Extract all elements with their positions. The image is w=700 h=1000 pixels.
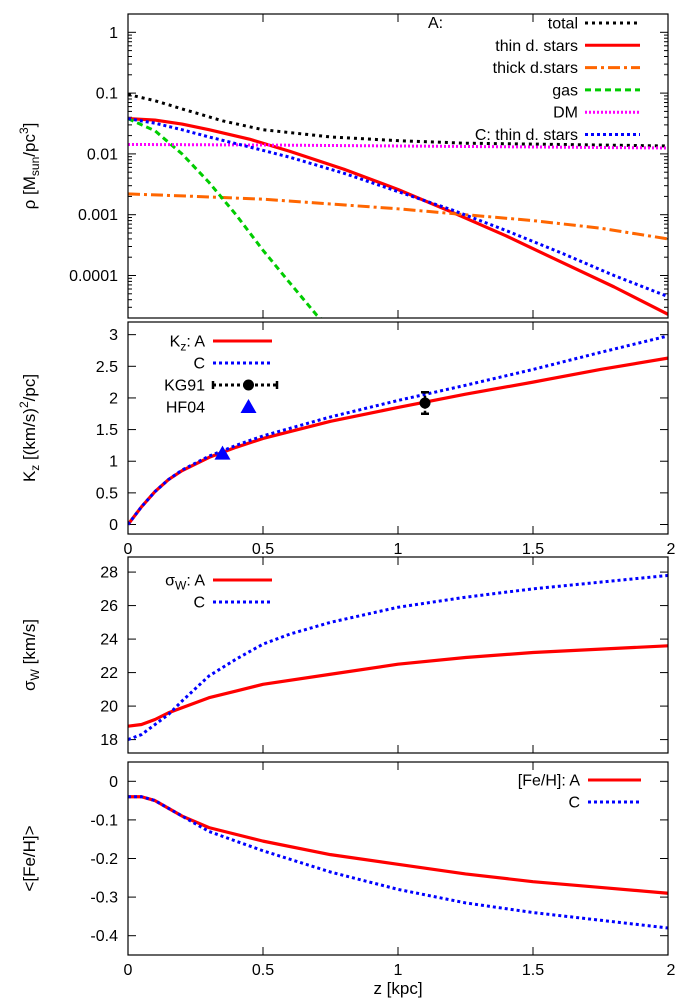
legend: σW​: A C	[165, 573, 272, 612]
series-line-c	[128, 334, 668, 526]
series-line-a	[128, 356, 668, 526]
y-tick-label: 26	[100, 598, 118, 615]
plot-frame	[127, 761, 669, 956]
legend: Kz​: A C KG91 HF04	[164, 334, 279, 417]
y-tick-label: 22	[100, 665, 118, 682]
y-tick-label: 18	[100, 732, 118, 749]
legend-label: thick d.stars	[493, 60, 578, 77]
legend-label: σW​: A	[165, 573, 205, 593]
y-tick-label: 2.5	[96, 359, 118, 376]
y-axis-label: Kz​ [(km/s)2​/pc]	[17, 374, 42, 482]
y-tick-label: 3	[109, 327, 118, 344]
plot-frame	[127, 13, 669, 319]
y-tick-label: -0.2	[90, 851, 118, 868]
legend-label: DM	[553, 105, 578, 122]
legend-prefix: A:	[428, 15, 443, 32]
x-tick-label: 1	[394, 962, 403, 979]
y-tick-label: 0.0001	[69, 268, 118, 285]
legend-label: C	[568, 795, 580, 812]
y-tick-label: 0	[109, 517, 118, 534]
legend: [Fe/H]: A C	[518, 773, 641, 812]
legend-label: HF04	[166, 400, 205, 417]
y-tick-label: -0.4	[90, 928, 118, 945]
y-tick-label: 0.5	[96, 485, 118, 502]
series-line-c	[128, 795, 668, 930]
y-axis-label: <[Fe/H]>	[20, 825, 39, 891]
y-tick-label: 0.1	[96, 86, 118, 103]
plot-frame	[127, 556, 669, 754]
panel-4: 0 -0.1 -0.2 -0.3 -0.4 0 0.5 1 1.5 2 <[Fe/H]> z [kpc…	[20, 761, 676, 998]
legend-label: total	[548, 16, 578, 33]
x-tick-label: 1	[394, 541, 403, 558]
legend-label: Kz​: A	[170, 334, 206, 354]
y-tick-label: 20	[100, 699, 118, 716]
series-line-a	[128, 644, 668, 728]
x-tick-label: 1.5	[522, 962, 544, 979]
legend-marker	[243, 379, 254, 391]
y-tick-label: 0	[109, 774, 118, 791]
y-tick-label: 1	[109, 454, 118, 471]
point-kg91	[419, 397, 431, 409]
y-tick-label: 1	[109, 25, 118, 42]
panel-1: 1 0.1 0.01 0.001 0.0001 ρ [Msun​/pc3​] A: total…	[17, 13, 669, 319]
y-tick-label: 28	[100, 565, 118, 582]
legend-label: C	[193, 356, 205, 373]
panel-3: 18 20 22 24 26 28 σW​ [km/s] σW​: A C	[20, 556, 669, 754]
y-tick-label: 2	[109, 390, 118, 407]
y-axis-label: σW​ [km/s]	[20, 619, 42, 691]
legend-label: C	[193, 595, 205, 612]
plot-frame	[127, 321, 669, 535]
y-tick-label: 0.001	[78, 207, 118, 224]
series-line-gas	[128, 117, 323, 318]
legend-marker	[240, 399, 257, 413]
y-tick-label: 1.5	[96, 422, 118, 439]
series-line-c-thin-d-stars	[128, 117, 668, 298]
point-hf04	[214, 445, 231, 460]
y-tick-label: 24	[100, 632, 118, 649]
x-tick-label: 0	[124, 962, 133, 979]
legend-label: thin d. stars	[495, 38, 578, 55]
x-tick-label: 0.5	[252, 962, 274, 979]
y-tick-label: -0.1	[90, 812, 118, 829]
y-axis-label: ρ [Msun​/pc3​]	[17, 123, 42, 210]
y-tick-label: 0.01	[87, 146, 118, 163]
series-line--fe-h-a	[128, 795, 668, 895]
series-line-thick-d-stars	[128, 192, 668, 241]
x-tick-label: 2	[667, 962, 676, 979]
legend-label: C: thin d. stars	[475, 127, 578, 144]
legend-label: gas	[552, 82, 578, 99]
x-axis-label: z [kpc]	[373, 979, 422, 998]
legend: A: total thin d. stars thick d.stars gas DM C:…	[428, 15, 640, 144]
x-tick-label: 0	[124, 541, 133, 558]
y-tick-label: -0.3	[90, 890, 118, 907]
legend-label: [Fe/H]: A	[518, 773, 581, 790]
series-line-c	[128, 573, 668, 742]
x-tick-label: 0.5	[252, 541, 274, 558]
series-line-thin-d-stars	[128, 117, 668, 316]
x-tick-label: 1.5	[522, 541, 544, 558]
legend-label: KG91	[164, 378, 205, 395]
panel-2: 0 0.5 1 1.5 2 2.5 3 0 0.5 1 1.5 2 Kz​ [(km/s)2​/pc] K…	[17, 321, 676, 558]
series-line-total	[128, 92, 668, 148]
x-tick-label: 2	[667, 541, 676, 558]
